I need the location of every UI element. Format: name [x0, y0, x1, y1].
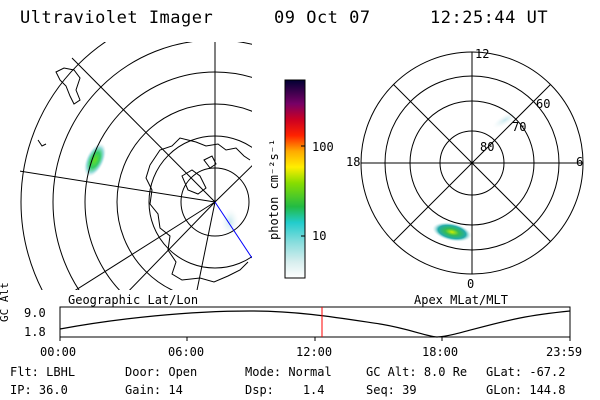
dsp-label: Dsp: [245, 383, 274, 397]
date-label: 09 Oct 07 [274, 8, 371, 28]
timeline-xtick-1800: 18:00 [422, 345, 459, 359]
gc-alt-value: 8.0 Re [423, 365, 468, 379]
left-panel-caption: Geographic Lat/Lon [68, 293, 199, 307]
altitude-timeline [59, 306, 571, 341]
ip-value: 36.0 [38, 383, 68, 397]
seq-value: 39 [402, 383, 417, 397]
gain-label: Gain: [125, 383, 162, 397]
faint-emission-right [492, 111, 518, 129]
glat-value: -67.2 [529, 365, 566, 379]
filter-info: Flt: LBHL [10, 365, 75, 379]
timeline-xtick-1200: 12:00 [296, 345, 333, 359]
ip-label: IP: [10, 383, 32, 397]
instrument-title: Ultraviolet Imager [20, 8, 214, 28]
glat-label: GLat: [486, 365, 523, 379]
timeline-ytick-bottom: 1.8 [24, 325, 46, 339]
dsp-info: Dsp: 1.4 [245, 383, 325, 397]
time-label: 12:25:44 UT [430, 8, 549, 28]
auroral-emission-right [432, 222, 472, 242]
filter-label: Flt: [10, 365, 39, 379]
auroral-emission-left [83, 143, 107, 177]
door-info: Door: Open [125, 365, 197, 379]
geographic-map [20, 42, 252, 290]
altitude-curve [59, 310, 571, 338]
mlt-label-18: 18 [346, 155, 361, 169]
mlat-label-80: 80 [480, 140, 495, 154]
gain-value: 14 [168, 383, 183, 397]
timeline-xtick-0000: 00:00 [40, 345, 77, 359]
gc-alt-info: GC Alt: 8.0 Re [366, 365, 467, 379]
mlt-label-12: 12 [475, 47, 490, 61]
mlt-label-0: 0 [467, 277, 475, 291]
filter-value: LBHL [46, 365, 76, 379]
timeline-xtick-2359: 23:59 [546, 345, 583, 359]
gain-info: Gain: 14 [125, 383, 183, 397]
glon-value: 144.8 [529, 383, 566, 397]
gc-alt-label: GC Alt: [366, 365, 417, 379]
polar-plot [360, 51, 584, 275]
timeline-ytick-top: 9.0 [24, 306, 46, 320]
timeline-xtick-0600: 06:00 [168, 345, 205, 359]
mlat-label-70: 70 [512, 120, 527, 134]
mode-label: Mode: [245, 365, 282, 379]
mlt-label-6: 6 [576, 155, 584, 169]
colorbar-tick-100: 100 [312, 140, 334, 154]
colorbar-label: photon cm⁻²s⁻¹ [267, 138, 281, 240]
mlat-label-60: 60 [536, 97, 551, 111]
glon-info: GLon: 144.8 [486, 383, 565, 397]
timeline-ylabel: GC Alt [0, 282, 11, 322]
colorbar [284, 79, 306, 279]
mode-value: Normal [288, 365, 332, 379]
seq-label: Seq: [366, 383, 395, 397]
ip-info: IP: 36.0 [10, 383, 68, 397]
faint-emission-left [221, 208, 239, 236]
seq-info: Seq: 39 [366, 383, 417, 397]
colorbar-tick-10: 10 [312, 229, 327, 243]
mode-info: Mode: Normal [245, 365, 332, 379]
door-label: Door: [125, 365, 162, 379]
noon-meridian-line [214, 201, 252, 259]
glat-info: GLat: -67.2 [486, 365, 565, 379]
right-panel-caption: Apex MLat/MLT [414, 293, 508, 307]
dsp-value: 1.4 [302, 383, 325, 397]
door-value: Open [168, 365, 198, 379]
glon-label: GLon: [486, 383, 523, 397]
